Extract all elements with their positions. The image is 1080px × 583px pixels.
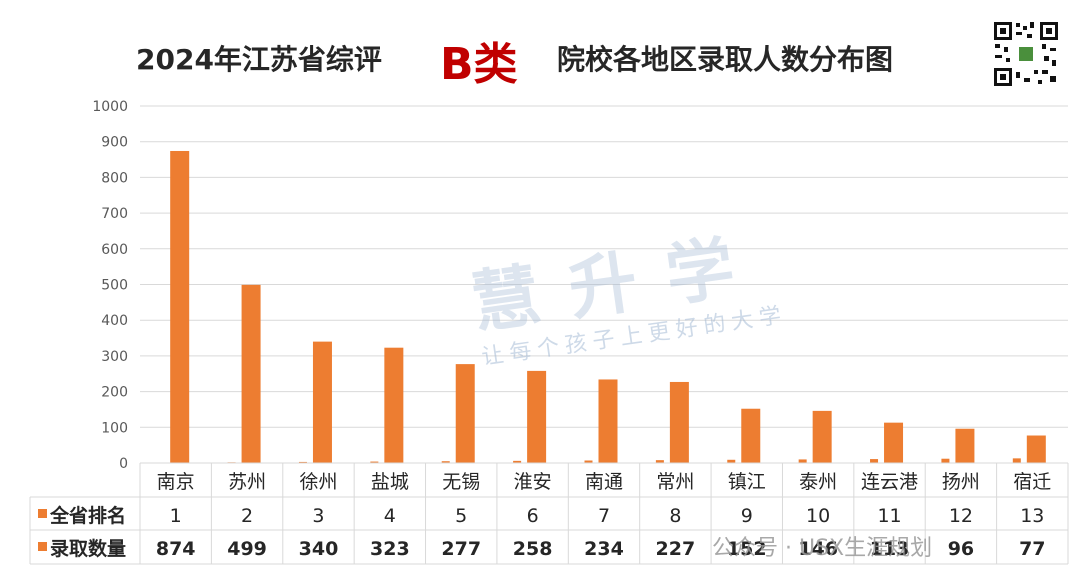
y-tick-label-0: 0 (119, 456, 128, 472)
x-tick-label-4: 无锡 (442, 471, 480, 493)
x-tick-label-10: 连云港 (861, 471, 918, 493)
data-label-1-1: 499 (227, 538, 267, 560)
y-tick-label-5: 500 (101, 278, 128, 294)
chart-title: 2024年江苏省综评 B类 院校各地区录取人数分布图 (0, 28, 1080, 90)
bar-count-3 (384, 347, 404, 463)
wechat-watermark: 公众号 · USX生涯规划 (712, 536, 933, 561)
legend-label-1: 录取数量 (50, 537, 126, 560)
legend-label-0: 全省排名 (49, 504, 126, 527)
data-label-1-8: 152 (727, 538, 767, 560)
x-tick-label-11: 扬州 (942, 471, 980, 493)
bar-count-7 (669, 381, 689, 463)
data-label-1-0: 874 (156, 538, 196, 560)
x-tick-label-8: 镇江 (728, 471, 766, 493)
data-label-1-3: 323 (370, 538, 410, 560)
x-tick-label-3: 盐城 (371, 471, 409, 493)
x-tick-label-1: 苏州 (228, 471, 266, 493)
data-label-1-7: 227 (656, 538, 696, 560)
x-tick-label-9: 泰州 (799, 471, 837, 493)
title-category: B类 (440, 39, 518, 90)
data-label-0-3: 4 (384, 505, 396, 527)
data-label-0-11: 12 (949, 505, 973, 527)
bar-count-2 (312, 341, 332, 463)
bar-rank-6 (584, 460, 593, 463)
data-label-1-11: 96 (948, 538, 974, 560)
y-tick-label-10: 1000 (92, 99, 128, 115)
data-label-0-8: 9 (741, 505, 753, 527)
bar-rank-5 (513, 460, 522, 463)
bar-count-12 (1026, 435, 1046, 463)
y-tick-label-1: 100 (101, 420, 128, 436)
bar-rank-10 (870, 459, 879, 463)
title-left: 2024年江苏省综评 (136, 43, 382, 76)
x-tick-label-5: 淮安 (514, 471, 552, 493)
bar-count-9 (812, 410, 832, 463)
y-tick-label-8: 800 (101, 170, 128, 186)
bar-rank-3 (370, 461, 379, 463)
bar-count-10 (884, 422, 904, 463)
data-label-0-2: 3 (312, 505, 324, 527)
bar-rank-4 (441, 461, 450, 463)
data-label-0-4: 5 (455, 505, 467, 527)
title-right: 院校各地区录取人数分布图 (557, 43, 894, 76)
bar-rank-11 (941, 458, 950, 463)
data-label-0-7: 8 (669, 505, 681, 527)
bar-count-0 (170, 150, 190, 463)
data-label-1-2: 340 (299, 538, 339, 560)
bars (156, 150, 1046, 464)
bar-count-6 (598, 379, 618, 463)
y-tick-label-3: 300 (101, 349, 128, 365)
data-label-0-12: 13 (1020, 505, 1044, 527)
data-label-1-4: 277 (441, 538, 481, 560)
x-tick-label-7: 常州 (656, 471, 694, 493)
bar-count-11 (955, 428, 975, 463)
y-tick-label-4: 400 (101, 313, 128, 329)
data-label-0-1: 2 (241, 505, 253, 527)
y-tick-label-6: 600 (101, 242, 128, 258)
data-label-1-9: 146 (798, 538, 838, 560)
y-tick-label-9: 900 (101, 135, 128, 151)
data-label-1-6: 234 (584, 538, 624, 560)
data-label-1-10: 113 (870, 538, 910, 560)
bar-rank-12 (1012, 458, 1021, 463)
bar-rank-7 (655, 460, 664, 463)
x-tick-label-6: 南通 (585, 471, 623, 493)
data-label-0-0: 1 (170, 505, 182, 527)
legend-swatch-0 (38, 509, 47, 518)
data-label-0-9: 10 (806, 505, 830, 527)
data-label-1-12: 77 (1019, 538, 1045, 560)
bar-count-5 (527, 370, 547, 463)
x-tick-label-2: 徐州 (299, 471, 337, 493)
y-tick-label-7: 700 (101, 206, 128, 222)
y-axis-ticks: 0 100 200 300 400 500 600 700 800 900 1000 (92, 99, 128, 472)
bar-count-4 (455, 364, 475, 463)
data-label-0-5: 6 (527, 505, 539, 527)
data-label-0-6: 7 (598, 505, 610, 527)
data-label-1-5: 258 (513, 538, 553, 560)
bar-rank-9 (798, 459, 807, 463)
y-tick-label-2: 200 (101, 385, 128, 401)
qr-code-icon (992, 20, 1060, 88)
bar-count-8 (741, 408, 761, 463)
bar-count-1 (241, 284, 261, 463)
bar-rank-8 (727, 459, 736, 463)
legend-swatch-1 (38, 542, 47, 551)
x-tick-label-12: 宿迁 (1013, 471, 1051, 493)
x-tick-label-0: 南京 (157, 471, 195, 493)
bar-rank-2 (298, 461, 307, 463)
data-label-0-10: 11 (877, 505, 901, 527)
